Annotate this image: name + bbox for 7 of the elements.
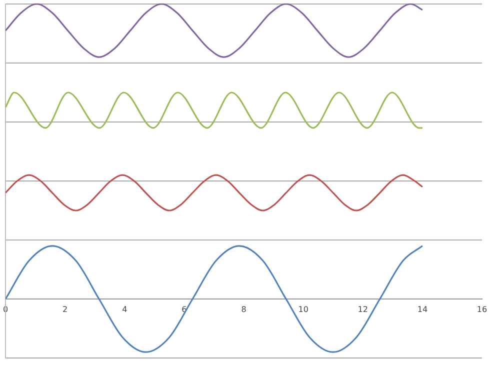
x-tick-label: 16	[476, 304, 488, 314]
x-tick-label: 8	[241, 304, 246, 314]
x-tick-label: 14	[417, 304, 428, 314]
x-tick-label: 2	[62, 304, 68, 314]
x-tick-label: 12	[358, 304, 368, 314]
x-tick-label: 10	[298, 304, 308, 314]
x-tick-label: 4	[122, 304, 128, 314]
